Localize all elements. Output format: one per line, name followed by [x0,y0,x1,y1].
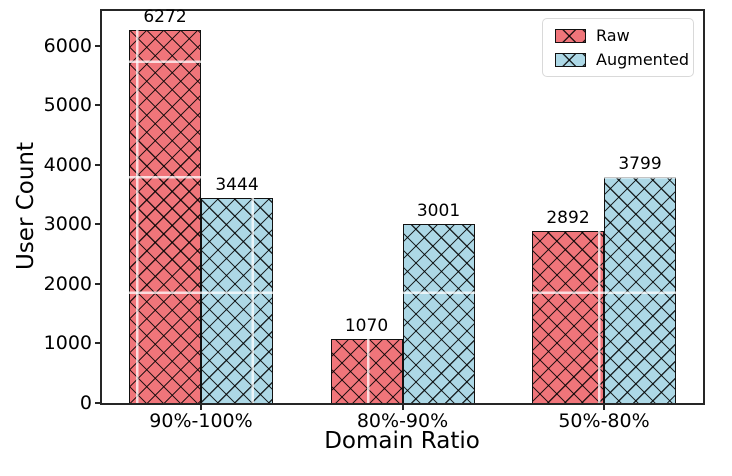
legend: Raw Augmented [542,18,694,77]
y-tick-mark [95,402,100,404]
y-tick-label: 1000 [43,332,92,355]
bar-value-label: 6272 [143,6,187,27]
x-tick-label: 90%-100% [149,410,253,432]
y-tick-label: 2000 [43,272,92,295]
bar-value-label: 3001 [416,201,461,222]
legend-swatch-icon [555,52,586,67]
bar-raw-80%-90% [330,339,403,403]
y-tick-mark [95,282,100,285]
bar-value-label: 1070 [344,316,389,337]
bar-augmented-80%-90% [402,224,475,403]
plot-area: 6272 1070 2892 3444 3001 3799 Raw Augmented [100,6,705,405]
y-tick-label: 4000 [43,153,92,176]
x-tick-mark [603,405,605,410]
legend-item-raw: Raw [555,26,683,45]
bar-value-label: 2892 [546,207,590,228]
legend-label: Raw [596,26,630,45]
x-tick-label: 80%-90% [356,410,449,432]
x-axis-label: Domain Ratio [324,428,480,454]
x-tick-label: 50%-80% [558,410,650,432]
bar-augmented-90%-100% [201,198,273,403]
bar-augmented-50%-80% [604,176,676,403]
y-tick-label: 3000 [43,213,92,236]
y-tick-mark [95,342,100,345]
y-tick-label: 0 [79,392,92,414]
bar-value-label: 3444 [215,175,259,196]
legend-label: Augmented [596,50,690,69]
legend-item-augmented: Augmented [555,50,689,69]
bar-value-label: 3799 [618,153,662,174]
y-tick-mark [95,223,100,226]
bar-raw-90%-100% [129,29,201,403]
bar-raw-50%-80% [532,230,604,403]
x-tick-mark [200,405,202,410]
y-tick-mark [95,163,100,166]
y-tick-label: 6000 [43,34,92,57]
x-tick-mark [401,405,404,410]
legend-swatch-icon [555,28,586,43]
y-tick-mark [95,104,100,107]
y-tick-mark [95,44,100,47]
y-tick-label: 5000 [43,94,92,117]
